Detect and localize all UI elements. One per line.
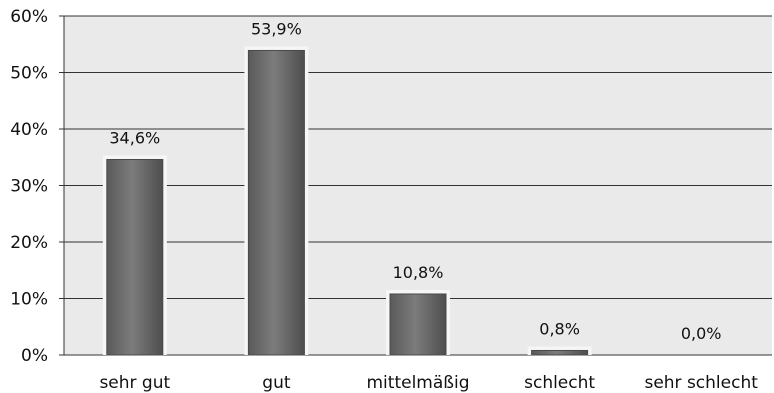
data-label: 0,0% [681, 324, 722, 343]
y-tick-label: 60% [10, 7, 48, 27]
data-labels: 34,6% 53,9% 10,8% 0,8% 0,0% [109, 19, 721, 343]
y-tick-label: 0% [21, 346, 48, 366]
y-tick-label: 30% [10, 177, 48, 197]
bars [102, 46, 592, 356]
data-label: 0,8% [539, 319, 580, 338]
data-label: 34,6% [109, 129, 160, 148]
y-tick-label: 50% [10, 64, 48, 84]
bar [389, 293, 447, 356]
y-tick-label: 10% [10, 290, 48, 310]
x-category-label: sehr gut [99, 373, 170, 393]
data-label: 53,9% [251, 19, 302, 38]
y-tick-label: 40% [10, 120, 48, 140]
x-axis-categories: sehr gut gut mittelmäßig schlecht sehr schle… [99, 373, 758, 393]
bar [531, 349, 589, 356]
bar [247, 49, 305, 356]
y-tick-label: 20% [10, 233, 48, 253]
x-category-label: mittelmäßig [367, 373, 470, 393]
y-axis-ticks: 0% 10% 20% 30% 40% 50% 60% [10, 7, 48, 366]
bar [106, 159, 164, 356]
x-category-label: schlecht [524, 373, 595, 393]
data-label: 10,8% [393, 263, 444, 282]
x-category-label: gut [262, 373, 291, 393]
x-category-label: sehr schlecht [644, 373, 758, 393]
